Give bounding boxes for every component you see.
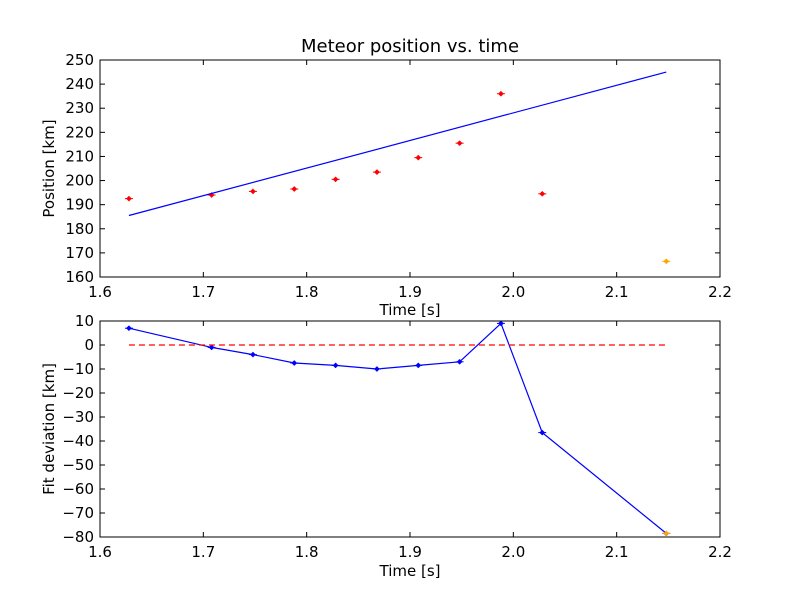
series-line xyxy=(128,71,667,217)
y-axis-label: Position [km] xyxy=(40,119,58,217)
data-point xyxy=(373,366,380,372)
series-line xyxy=(128,322,667,534)
x-tick-label: 1.7 xyxy=(191,543,215,561)
y-tick-label: −10 xyxy=(62,360,94,378)
data-point xyxy=(539,190,546,197)
position-chart: Meteor position vs. time 1.6 1.7 1.8 1.9 2.0… xyxy=(40,36,732,319)
y-tick-label: 170 xyxy=(65,244,94,262)
deviation-marks xyxy=(124,320,671,537)
data-point xyxy=(456,140,463,147)
y-tick-label: −70 xyxy=(62,504,94,522)
x-tick-label: 1.7 xyxy=(191,283,215,301)
y-tick-label: 240 xyxy=(65,75,94,93)
data-point xyxy=(415,154,422,161)
x-tick-label: 2.2 xyxy=(708,543,732,561)
y-tick-label: −50 xyxy=(62,456,94,474)
y-tick-label: 230 xyxy=(65,99,94,117)
x-tick-label: 1.9 xyxy=(398,283,422,301)
position-marks xyxy=(124,71,671,265)
y-tick-label: −30 xyxy=(62,408,94,426)
y-tick-label: −80 xyxy=(62,528,94,546)
data-point xyxy=(497,320,504,327)
deviation-chart: 1.6 1.7 1.8 1.9 2.0 2.1 2.2 10 0 −10 −20 −30 −40 −50 −… xyxy=(40,312,732,580)
y-tick-label: 0 xyxy=(84,336,94,354)
x-tick-label: 1.6 xyxy=(88,543,112,561)
data-point xyxy=(332,176,339,183)
data-point xyxy=(291,360,298,366)
data-point xyxy=(663,530,670,537)
x-tick-label: 1.9 xyxy=(398,543,422,561)
data-point xyxy=(125,325,132,332)
x-tick-label: 1.6 xyxy=(88,283,112,301)
data-point xyxy=(291,186,298,192)
x-axis-label: Time [s] xyxy=(379,301,441,319)
deviation-ticks: 1.6 1.7 1.8 1.9 2.0 2.1 2.2 10 0 −10 −20 −30 −40 −50 −… xyxy=(62,312,732,561)
data-point xyxy=(249,351,256,358)
data-point xyxy=(373,169,380,176)
x-tick-label: 2.2 xyxy=(708,283,732,301)
x-tick-label: 2.0 xyxy=(501,283,525,301)
y-tick-label: −20 xyxy=(62,384,94,402)
plot-frame xyxy=(99,320,721,538)
y-tick-label: 220 xyxy=(65,123,94,141)
y-tick-label: 180 xyxy=(65,220,94,238)
y-tick-label: −60 xyxy=(62,480,94,498)
x-axis-label: Time [s] xyxy=(379,562,441,580)
position-ticks: 1.6 1.7 1.8 1.9 2.0 2.1 2.2 160 170 180 190 200 210 2… xyxy=(65,51,732,301)
y-tick-label: 210 xyxy=(65,147,94,165)
y-tick-label: 200 xyxy=(65,172,94,190)
y-tick-label: 10 xyxy=(75,312,94,330)
chart-title: Meteor position vs. time xyxy=(301,36,519,57)
y-tick-label: 250 xyxy=(65,51,94,69)
y-tick-label: 160 xyxy=(65,268,94,286)
data-point xyxy=(208,344,215,351)
data-point xyxy=(332,362,339,369)
data-point xyxy=(125,195,132,202)
y-tick-label: −40 xyxy=(62,432,94,450)
x-tick-label: 2.1 xyxy=(605,543,629,561)
y-tick-label: 190 xyxy=(65,196,94,214)
x-tick-label: 1.8 xyxy=(295,543,319,561)
x-tick-label: 1.8 xyxy=(295,283,319,301)
x-tick-label: 2.1 xyxy=(605,283,629,301)
data-point xyxy=(663,258,670,265)
data-point xyxy=(249,188,256,195)
y-axis-label: Fit deviation [km] xyxy=(40,363,58,495)
data-point xyxy=(497,90,504,97)
plot-frame xyxy=(99,59,721,278)
data-point xyxy=(539,429,546,436)
data-point xyxy=(415,362,422,369)
data-point xyxy=(456,358,463,365)
x-tick-label: 2.0 xyxy=(501,543,525,561)
